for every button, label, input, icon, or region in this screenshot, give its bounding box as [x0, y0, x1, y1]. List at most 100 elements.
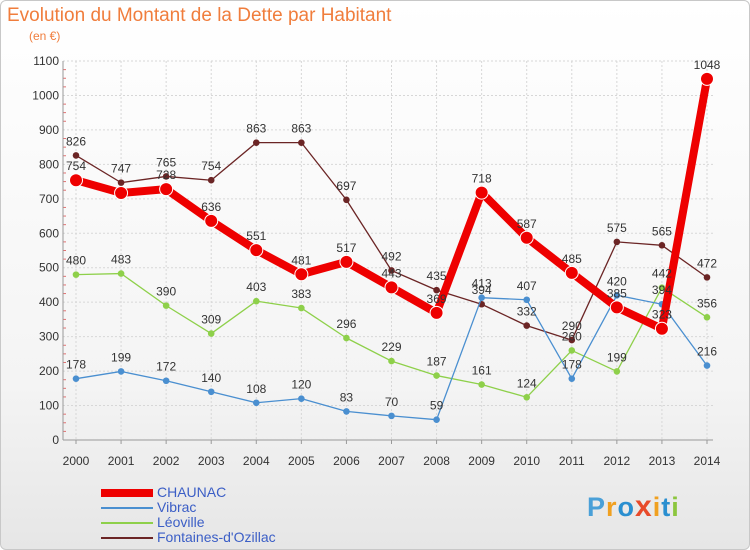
data-label: 216: [697, 345, 717, 359]
data-point: [339, 254, 354, 269]
data-label: 369: [427, 292, 447, 306]
legend-label: Vibrac: [157, 499, 197, 515]
y-tick-label: 0: [52, 433, 59, 447]
y-tick-label: 700: [39, 192, 59, 206]
legend-swatch: [101, 522, 153, 524]
x-tick-label: 2010: [513, 454, 540, 468]
data-label: 1048: [694, 58, 721, 72]
x-tick-label: 2000: [63, 454, 90, 468]
data-label: 826: [66, 134, 86, 148]
data-point: [249, 243, 264, 258]
data-point: [207, 330, 215, 337]
data-point: [384, 280, 399, 295]
data-point: [72, 271, 80, 278]
data-point: [298, 395, 305, 402]
x-tick-label: 2014: [694, 454, 721, 468]
data-point: [204, 213, 219, 228]
data-label: 747: [111, 162, 131, 176]
data-label: 480: [66, 254, 86, 268]
data-label: 124: [517, 376, 537, 390]
legend-swatch: [101, 537, 153, 539]
data-point: [658, 284, 666, 292]
legend-swatch: [101, 507, 153, 509]
data-label: 178: [562, 358, 582, 372]
data-point: [654, 321, 669, 336]
y-tick-label: 600: [39, 226, 59, 240]
data-point: [159, 182, 174, 197]
data-label: 442: [652, 267, 672, 281]
data-point: [568, 347, 576, 354]
data-label: 356: [697, 296, 717, 310]
data-label: 59: [430, 399, 444, 413]
data-point: [613, 291, 621, 299]
logo-letter: o: [617, 492, 636, 522]
data-point: [207, 388, 215, 396]
data-label: 754: [66, 159, 86, 173]
data-label: 199: [607, 350, 627, 364]
data-point: [162, 302, 170, 309]
data-point: [207, 176, 215, 184]
chart-title: Evolution du Montant de la Dette par Hab…: [7, 5, 392, 26]
data-label: 565: [652, 224, 672, 238]
data-point: [568, 375, 576, 382]
x-tick-label: 2011: [559, 454, 585, 468]
y-tick-label: 100: [39, 399, 59, 413]
data-label: 765: [156, 155, 176, 169]
data-point: [117, 179, 125, 186]
data-point: [478, 381, 485, 388]
chart-subtitle: (en €): [29, 29, 61, 43]
data-label: 718: [472, 172, 492, 186]
data-label: 199: [111, 350, 131, 364]
y-tick-label: 500: [39, 261, 59, 275]
data-label: 309: [201, 313, 221, 327]
data-label: 492: [381, 249, 401, 263]
logo-letter: t: [661, 492, 672, 522]
data-label: 420: [607, 274, 627, 288]
data-point: [72, 152, 80, 159]
data-point: [474, 185, 489, 200]
data-point: [478, 294, 485, 302]
y-tick-label: 200: [39, 364, 59, 378]
x-tick-label: 2004: [243, 454, 270, 468]
data-point: [658, 242, 666, 249]
legend-label: Fontaines-d'Ozillac: [157, 529, 276, 545]
data-label: 481: [291, 253, 311, 267]
data-point: [519, 230, 534, 245]
data-label: 332: [517, 305, 537, 319]
data-label: 575: [607, 221, 627, 235]
data-label: 229: [381, 340, 401, 354]
data-point: [298, 304, 305, 312]
x-tick-label: 2007: [378, 454, 405, 468]
data-point: [162, 377, 170, 385]
data-point: [252, 139, 260, 146]
x-tick-label: 2003: [198, 454, 225, 468]
data-point: [433, 372, 440, 379]
data-point: [433, 286, 440, 294]
data-point: [388, 267, 395, 274]
data-label: 403: [246, 280, 266, 294]
data-point: [343, 196, 350, 204]
data-point: [162, 173, 170, 180]
data-label: 383: [291, 287, 311, 301]
data-point: [298, 139, 305, 146]
data-point: [613, 368, 621, 375]
data-label: 587: [517, 217, 537, 231]
data-label: 636: [201, 200, 221, 214]
data-label: 187: [427, 355, 447, 369]
data-point: [703, 314, 711, 321]
data-label: 296: [336, 317, 356, 331]
y-tick-label: 800: [39, 157, 59, 171]
data-label: 172: [156, 360, 176, 374]
data-point: [388, 412, 395, 420]
data-label: 863: [291, 122, 311, 136]
y-tick-label: 900: [39, 123, 59, 137]
data-label: 323: [652, 308, 672, 322]
y-tick-label: 1000: [32, 88, 59, 102]
data-point: [613, 238, 621, 246]
x-tick-label: 2001: [108, 454, 135, 468]
data-label: 385: [607, 286, 627, 300]
data-point: [703, 274, 711, 281]
data-point: [343, 334, 350, 342]
